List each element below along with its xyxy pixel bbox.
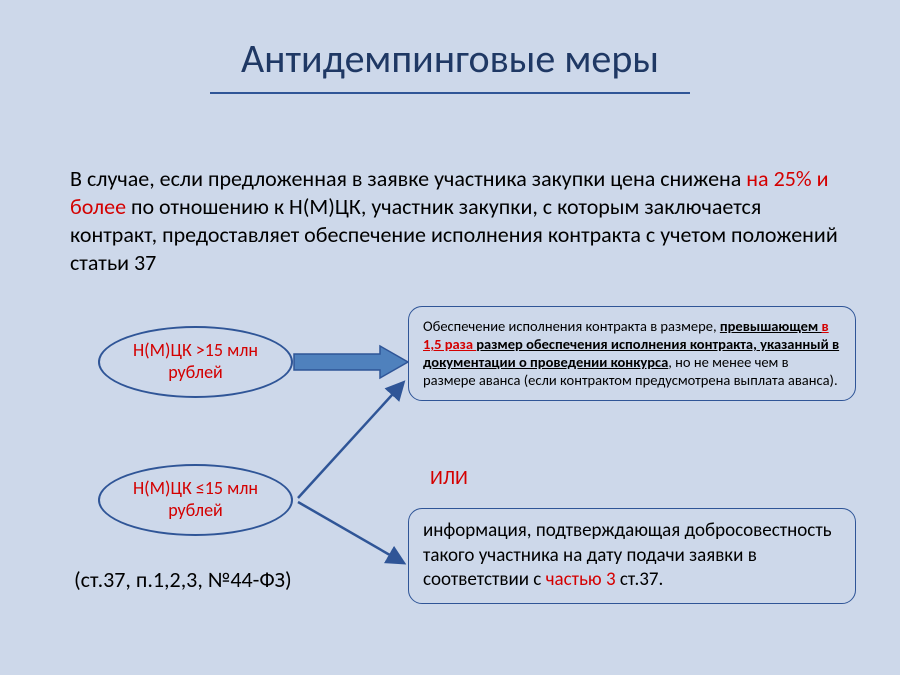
- box1-p1: Обеспечение исполнения контракта в разме…: [423, 317, 720, 335]
- e2-line1: Н(М)ЦК ≤15 млн: [133, 477, 258, 499]
- intro-pre: В случае, если предложенная в заявке уча…: [70, 165, 746, 192]
- slide-title: Антидемпинговые меры: [0, 34, 900, 83]
- intro-post: по отношению к Н(М)ЦК, участник закупки,…: [70, 193, 838, 276]
- e2-line2: рублей: [168, 499, 223, 521]
- intro-paragraph: В случае, если предложенная в заявке уча…: [70, 165, 850, 278]
- box-good-faith-info: информация, подтверждающая добросовестно…: [408, 508, 856, 604]
- ellipse-under-15m: Н(М)ЦК ≤15 млн рублей: [98, 464, 293, 536]
- ellipse-over-15m: Н(М)ЦК >15 млн рублей: [98, 326, 293, 398]
- e1-line2: рублей: [168, 361, 223, 383]
- e1-line1: Н(М)ЦК >15 млн: [133, 339, 258, 361]
- box1-u1: превышающем: [720, 317, 822, 335]
- box2-p2: ст.37.: [616, 568, 664, 591]
- or-label: ИЛИ: [430, 466, 468, 490]
- arrow-up-icon: [292, 374, 412, 506]
- title-underline: [210, 92, 690, 94]
- arrow-down-icon: [292, 496, 412, 572]
- citation: (ст.37, п.1,2,3, №44-ФЗ): [74, 566, 292, 593]
- box2-r: частью 3: [546, 568, 616, 591]
- box-security-1-5x: Обеспечение исполнения контракта в разме…: [408, 306, 856, 401]
